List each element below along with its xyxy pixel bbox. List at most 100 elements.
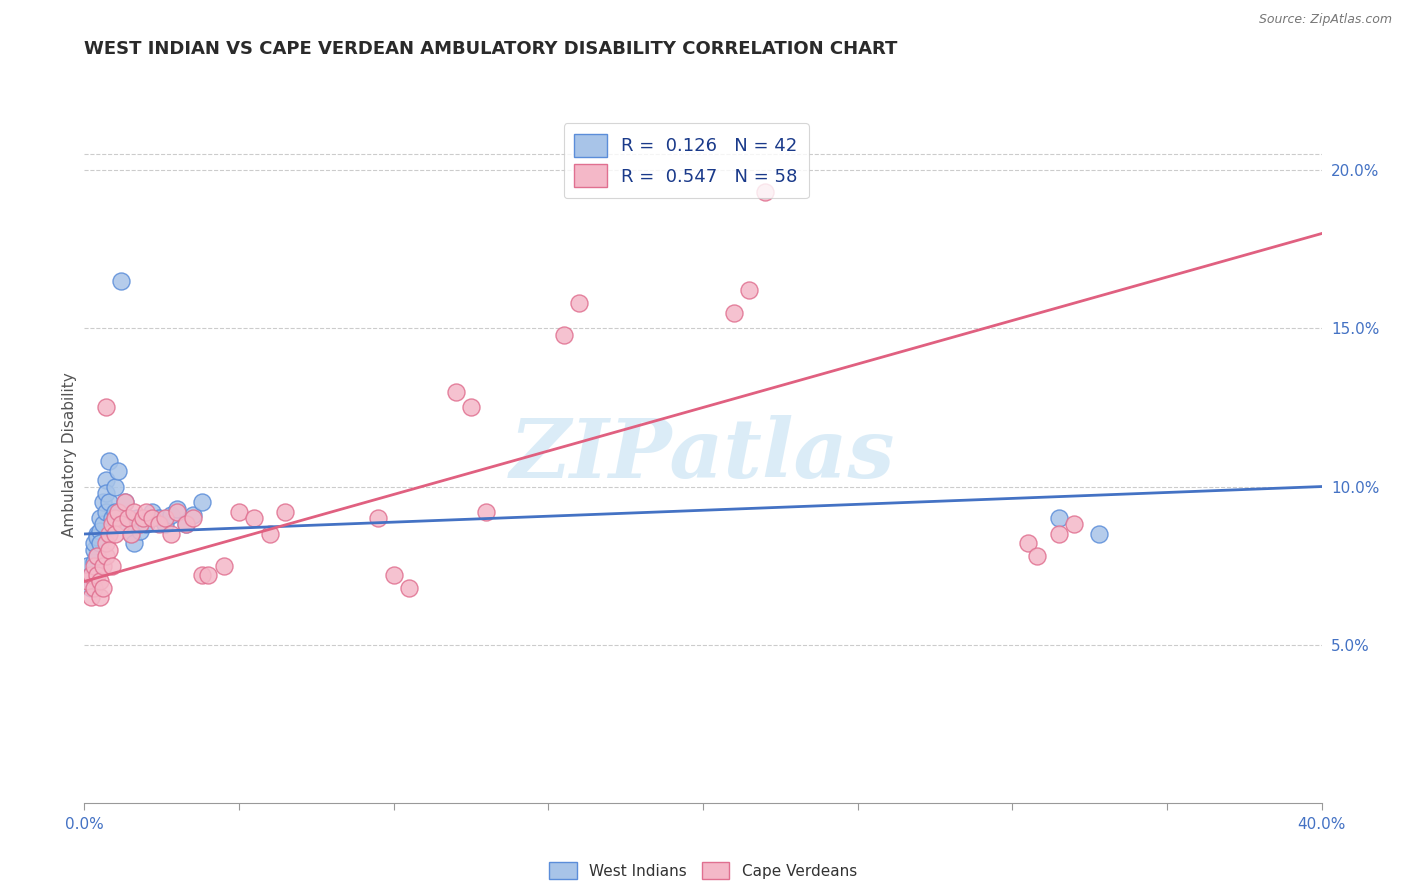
- Point: [117, 511, 139, 525]
- Point: [132, 511, 155, 525]
- Point: [104, 505, 127, 519]
- Point: [553, 327, 575, 342]
- Point: [86, 530, 108, 544]
- Point: [191, 495, 214, 509]
- Point: [83, 536, 105, 550]
- Point: [76, 574, 98, 589]
- Text: Source: ZipAtlas.com: Source: ZipAtlas.com: [1258, 13, 1392, 27]
- Point: [89, 524, 111, 538]
- Point: [86, 549, 108, 563]
- Point: [181, 511, 204, 525]
- Point: [94, 536, 117, 550]
- Point: [83, 556, 105, 570]
- Point: [176, 517, 198, 532]
- Point: [89, 536, 111, 550]
- Point: [367, 511, 389, 525]
- Point: [114, 495, 136, 509]
- Point: [259, 527, 281, 541]
- Point: [83, 542, 105, 557]
- Point: [117, 511, 139, 525]
- Point: [83, 558, 105, 573]
- Point: [79, 591, 101, 605]
- Point: [754, 186, 776, 200]
- Point: [94, 473, 117, 487]
- Point: [153, 511, 176, 525]
- Point: [1047, 511, 1070, 525]
- Point: [212, 558, 235, 573]
- Point: [110, 517, 132, 532]
- Point: [191, 568, 214, 582]
- Point: [122, 505, 145, 519]
- Point: [89, 591, 111, 605]
- Point: [120, 527, 142, 541]
- Point: [107, 505, 129, 519]
- Point: [129, 524, 152, 538]
- Point: [475, 505, 498, 519]
- Point: [94, 401, 117, 415]
- Point: [120, 527, 142, 541]
- Point: [738, 284, 761, 298]
- Point: [153, 517, 176, 532]
- Point: [94, 505, 117, 519]
- Point: [89, 511, 111, 525]
- Point: [568, 296, 591, 310]
- Point: [110, 274, 132, 288]
- Point: [382, 568, 405, 582]
- Point: [98, 542, 121, 557]
- Text: ZIPatlas: ZIPatlas: [510, 415, 896, 495]
- Point: [166, 501, 188, 516]
- Point: [723, 305, 745, 319]
- Point: [228, 505, 250, 519]
- Point: [1047, 527, 1070, 541]
- Point: [101, 558, 124, 573]
- Point: [444, 384, 467, 399]
- Point: [101, 517, 124, 532]
- Point: [1088, 527, 1111, 541]
- Point: [104, 527, 127, 541]
- Legend: West Indians, Cape Verdeans: West Indians, Cape Verdeans: [543, 855, 863, 886]
- Point: [104, 511, 127, 525]
- Point: [243, 511, 266, 525]
- Point: [148, 511, 170, 525]
- Point: [141, 511, 163, 525]
- Point: [94, 549, 117, 563]
- Point: [91, 495, 114, 509]
- Point: [148, 517, 170, 532]
- Point: [460, 401, 482, 415]
- Point: [166, 505, 188, 519]
- Point: [135, 505, 157, 519]
- Point: [86, 568, 108, 582]
- Point: [89, 574, 111, 589]
- Point: [91, 517, 114, 532]
- Point: [1063, 517, 1085, 532]
- Point: [114, 495, 136, 509]
- Text: WEST INDIAN VS CAPE VERDEAN AMBULATORY DISABILITY CORRELATION CHART: WEST INDIAN VS CAPE VERDEAN AMBULATORY D…: [84, 40, 898, 58]
- Point: [79, 568, 101, 582]
- Point: [398, 581, 420, 595]
- Point: [94, 486, 117, 500]
- Point: [98, 527, 121, 541]
- Point: [125, 511, 148, 525]
- Point: [98, 495, 121, 509]
- Point: [129, 517, 152, 532]
- Point: [101, 511, 124, 525]
- Point: [98, 454, 121, 468]
- Point: [91, 581, 114, 595]
- Point: [176, 517, 198, 532]
- Point: [79, 581, 101, 595]
- Point: [104, 479, 127, 493]
- Point: [79, 568, 101, 582]
- Y-axis label: Ambulatory Disability: Ambulatory Disability: [62, 373, 77, 537]
- Point: [1017, 536, 1039, 550]
- Point: [122, 536, 145, 550]
- Point: [86, 527, 108, 541]
- Point: [1026, 549, 1049, 563]
- Point: [86, 549, 108, 563]
- Point: [197, 568, 219, 582]
- Point: [160, 508, 183, 522]
- Point: [181, 508, 204, 522]
- Point: [160, 527, 183, 541]
- Point: [110, 517, 132, 532]
- Point: [274, 505, 297, 519]
- Point: [135, 517, 157, 532]
